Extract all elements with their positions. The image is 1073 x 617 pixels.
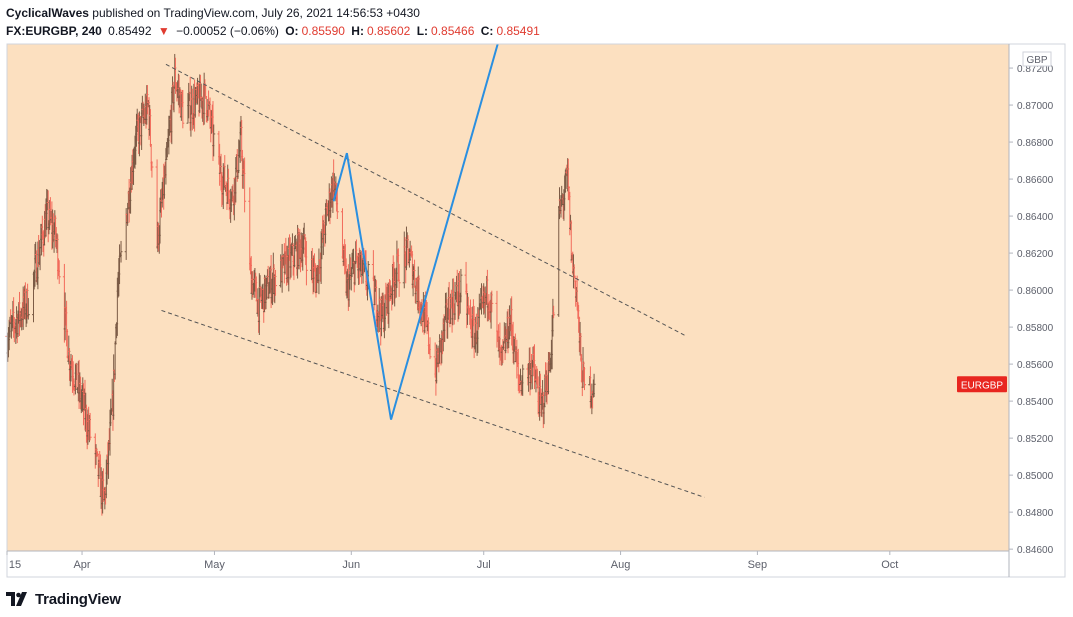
x-tick-label: Sep	[748, 559, 768, 571]
price-change: −0.00052 (−0.06%)	[176, 24, 279, 38]
last-price: 0.85492	[108, 24, 152, 38]
ohlc-bar	[335, 187, 339, 220]
y-tick-label: 0.86800	[1017, 138, 1054, 149]
publish-text: published on TradingView.com, July 26, 2…	[92, 6, 420, 20]
x-tick-label: Jun	[342, 559, 360, 571]
time-axis[interactable]	[7, 551, 1009, 577]
x-tick-label: Oct	[881, 559, 898, 571]
ohlc-bar	[490, 290, 494, 313]
currency-label: GBP	[1026, 55, 1047, 66]
ohlc-bar	[274, 269, 278, 296]
y-tick-label: 0.86400	[1017, 212, 1054, 223]
price-axis[interactable]	[1009, 44, 1065, 551]
y-tick-label: 0.85200	[1017, 434, 1054, 445]
ohlc-bar	[521, 364, 525, 396]
down-arrow-icon: ▼	[157, 24, 170, 38]
ohlc-bar	[552, 305, 556, 319]
publish-info: CyclicalWaves published on TradingView.c…	[6, 6, 420, 20]
channel-lower-line	[161, 309, 705, 498]
x-tick-label: 15	[9, 559, 21, 571]
ohlc-bar	[304, 240, 308, 286]
ohlc-bar	[459, 268, 463, 303]
y-tick-label: 0.85600	[1017, 360, 1054, 371]
ohlc-bar	[26, 298, 30, 320]
symbol-legend: FX:EURGBP, 240 0.85492 ▼ −0.00052 (−0.06…	[6, 24, 543, 38]
y-tick-label: 0.84800	[1017, 508, 1054, 519]
ohlc-bar	[57, 260, 61, 284]
author-name[interactable]: CyclicalWaves	[6, 6, 89, 20]
ohlc-bar	[243, 157, 247, 213]
ohlc-bars	[5, 53, 596, 516]
x-tick-label: Apr	[73, 559, 90, 571]
drawings	[161, 44, 705, 498]
y-tick-label: 0.85000	[1017, 471, 1054, 482]
symbol-name: FX:EURGBP, 240	[6, 24, 102, 38]
price-tag	[957, 376, 1007, 393]
x-tick-label: Jul	[477, 559, 491, 571]
tradingview-branding[interactable]: TradingView	[6, 589, 121, 609]
y-tick-label: 0.87000	[1017, 101, 1054, 112]
axes: 0.84600 0.84800 0.85000 0.85200 0.85400 0.856…	[6, 43, 1066, 578]
y-tick-label: 0.86000	[1017, 286, 1054, 297]
y-tick-label: 0.86200	[1017, 249, 1054, 260]
x-tick-label: Aug	[611, 559, 631, 571]
close-value: 0.85491	[496, 24, 540, 38]
low-value: 0.85466	[431, 24, 475, 38]
x-tick-label: May	[204, 559, 225, 571]
close-label: C:	[480, 24, 494, 38]
plot-area[interactable]	[7, 44, 1009, 551]
open-label: O:	[285, 24, 299, 38]
ohlc-bar	[150, 161, 154, 178]
currency-label-box	[1022, 51, 1052, 67]
ohlc-bar	[212, 124, 216, 157]
ohlc-bar	[119, 240, 123, 263]
ohlc-bar	[181, 89, 185, 129]
tradingview-logo-icon	[6, 592, 27, 606]
low-label: L:	[416, 24, 429, 38]
y-tick-label: 0.85400	[1017, 397, 1054, 408]
y-tick-label: 0.85800	[1017, 323, 1054, 334]
ohlc-bar	[397, 263, 401, 297]
price-tag-label: EURGBP	[961, 380, 1004, 391]
ohlc-bar	[583, 366, 587, 391]
ohlc-bar	[428, 337, 432, 360]
open-value: 0.85590	[301, 24, 345, 38]
y-tick-label: 0.86600	[1017, 175, 1054, 186]
high-label: H:	[351, 24, 364, 38]
price-tag-group: EURGBP	[957, 376, 1007, 393]
high-value: 0.85602	[366, 24, 411, 38]
y-tick-label: 0.87200	[1017, 64, 1054, 75]
zigzag-pattern-line	[332, 44, 499, 420]
tradingview-brand-name: TradingView	[35, 590, 121, 608]
chart-frame	[6, 43, 1066, 578]
ohlc-bar	[592, 373, 596, 398]
y-tick-label: 0.84600	[1017, 545, 1054, 556]
ohlc-bar	[88, 412, 92, 441]
